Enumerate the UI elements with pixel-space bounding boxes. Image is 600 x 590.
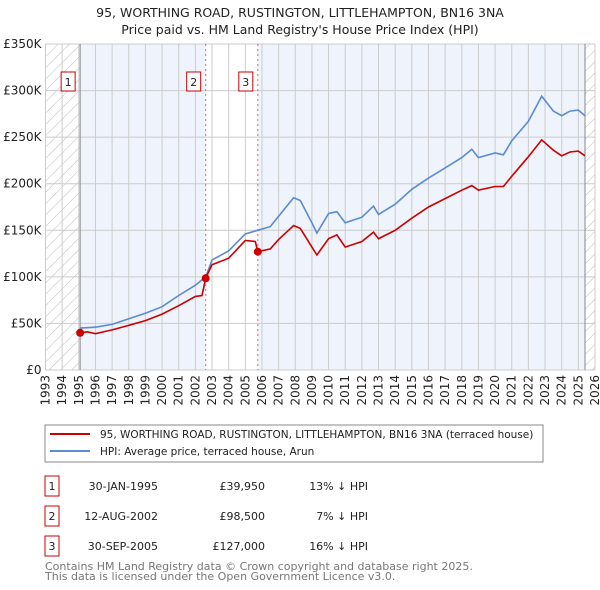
sale-number-box (60, 71, 76, 92)
sale-hpi-diff: 7% ↓ HPI (316, 510, 368, 523)
sale-price: £98,500 (220, 510, 266, 523)
x-tick-label: 2003 (205, 375, 219, 406)
legend-label-hpi: HPI: Average price, terraced house, Arun (100, 446, 314, 458)
sale-date: 12-AUG-2002 (84, 510, 158, 523)
x-tick-label: 2019 (471, 375, 485, 406)
y-tick-label: £50K (11, 316, 43, 330)
sale-point (253, 247, 262, 256)
x-tick-label: 2022 (521, 375, 535, 406)
legend-label-property: 95, WORTHING ROAD, RUSTINGTON, LITTLEHAM… (100, 429, 533, 441)
x-tick-label: 2014 (388, 375, 402, 406)
sale-price: £39,950 (220, 480, 266, 493)
footer-copyright: Contains HM Land Registry data © Crown c… (45, 560, 473, 573)
x-tick-label: 2009 (305, 375, 319, 406)
legend-box (44, 424, 544, 463)
y-tick-label: £100K (3, 270, 43, 284)
x-tick-label: 2004 (222, 375, 236, 406)
x-tick-label: 2015 (405, 375, 419, 406)
table-number-box (44, 535, 60, 557)
footer-licence: This data is licensed under the Open Gov… (44, 570, 395, 583)
table-number: 2 (49, 510, 56, 523)
sale-date: 30-SEP-2005 (88, 540, 158, 553)
chart-subtitle: Price paid vs. HM Land Registry's House … (121, 22, 478, 37)
y-tick-label: £150K (3, 223, 43, 237)
sale-point (201, 274, 210, 283)
sale-number: 1 (65, 76, 72, 89)
x-tick-label: 2017 (438, 375, 452, 406)
hatched-no-data-region (45, 44, 81, 370)
x-tick-label: 1999 (138, 375, 152, 406)
table-number: 1 (49, 480, 56, 493)
x-tick-label: 2016 (421, 375, 435, 406)
x-tick-label: 2020 (488, 375, 502, 406)
x-tick-label: 2012 (355, 375, 369, 406)
sale-number-box (186, 71, 202, 92)
shaded-period (257, 44, 586, 370)
x-tick-label: 2018 (455, 375, 469, 406)
x-tick-label: 2025 (571, 375, 585, 406)
sale-hpi-diff: 16% ↓ HPI (309, 540, 368, 553)
y-tick-label: £200K (3, 177, 43, 191)
x-tick-label: 2002 (188, 375, 202, 406)
x-tick-label: 2024 (555, 375, 569, 406)
y-tick-label: £350K (3, 37, 43, 51)
x-tick-label: 2005 (238, 375, 252, 406)
property-price-line (79, 138, 586, 335)
x-tick-label: 2000 (155, 375, 169, 406)
hpi-line (80, 94, 586, 329)
x-tick-label: 2010 (322, 375, 336, 406)
sale-hpi-diff: 13% ↓ HPI (309, 480, 368, 493)
x-tick-label: 1993 (39, 375, 53, 406)
chart-title: 95, WORTHING ROAD, RUSTINGTON, LITTLEHAM… (96, 5, 504, 20)
x-tick-label: 1994 (55, 375, 69, 406)
x-tick-label: 2006 (255, 375, 269, 406)
table-number-box (44, 505, 60, 527)
hatched-no-data-region (585, 44, 595, 370)
sale-number: 3 (242, 76, 249, 89)
x-tick-label: 1997 (105, 375, 119, 406)
x-tick-label: 2023 (538, 375, 552, 406)
x-tick-label: 2026 (588, 375, 600, 406)
table-number: 3 (49, 540, 56, 553)
x-tick-label: 2011 (338, 375, 352, 406)
sale-point (76, 328, 85, 337)
x-tick-label: 1998 (122, 375, 136, 406)
x-tick-label: 2013 (372, 375, 386, 406)
x-tick-label: 2007 (272, 375, 286, 406)
x-tick-label: 2021 (505, 375, 519, 406)
x-tick-label: 1996 (88, 375, 102, 406)
sale-price: £127,000 (213, 540, 266, 553)
x-tick-label: 2001 (172, 375, 186, 406)
y-tick-label: £300K (3, 84, 43, 98)
table-number-box (44, 475, 60, 497)
sale-number: 2 (190, 76, 197, 89)
y-tick-label: £0 (26, 363, 41, 377)
y-tick-label: £250K (3, 130, 43, 144)
x-tick-label: 1995 (72, 375, 86, 406)
x-tick-label: 2008 (288, 375, 302, 406)
sale-date: 30-JAN-1995 (89, 480, 158, 493)
shaded-period (80, 44, 206, 370)
sale-number-box (238, 71, 254, 92)
